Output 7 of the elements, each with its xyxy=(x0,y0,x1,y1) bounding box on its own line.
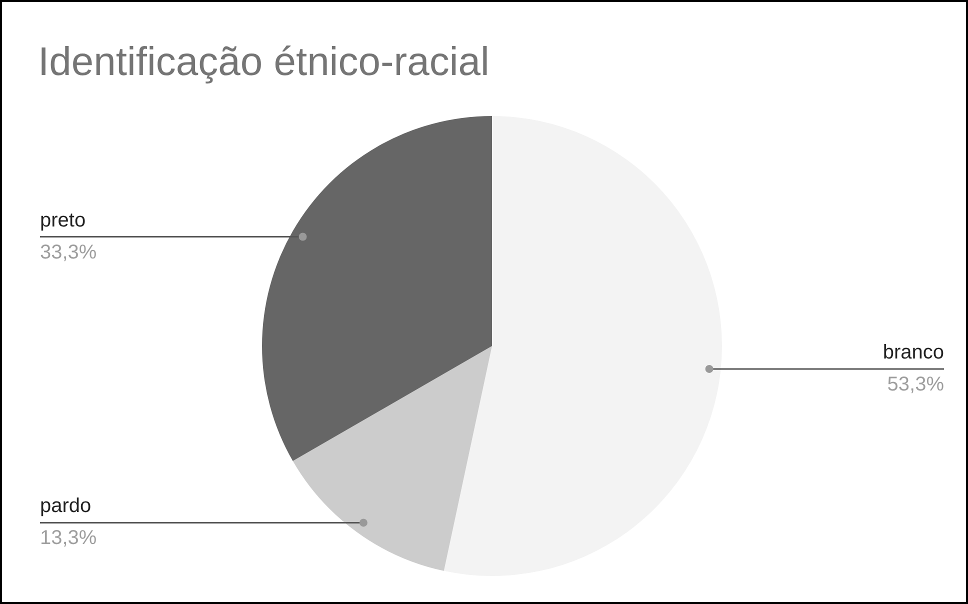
chart-title: Identificação étnico-racial xyxy=(38,40,490,85)
slice-label: preto xyxy=(40,209,86,232)
data-label: 53,3% xyxy=(887,373,944,396)
data-label: 13,3% xyxy=(40,527,97,550)
data-label: 33,3% xyxy=(40,241,97,264)
slice-label: branco xyxy=(882,341,944,364)
slice-label: pardo xyxy=(40,495,92,518)
